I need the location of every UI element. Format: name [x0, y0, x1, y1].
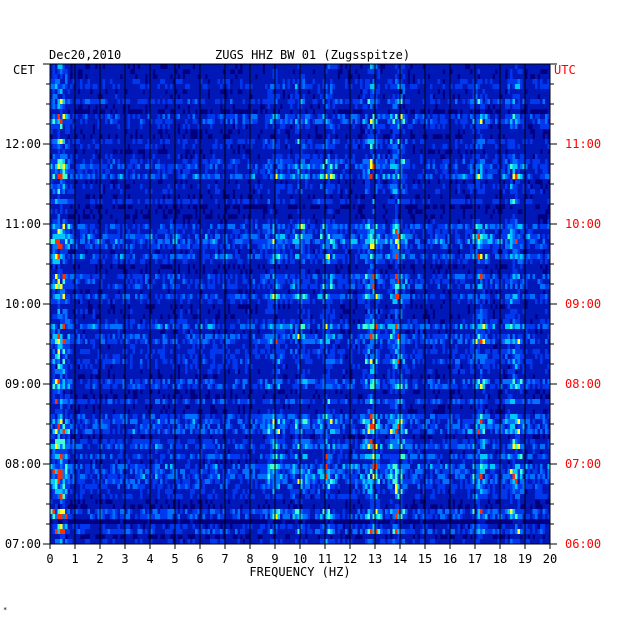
cet-axis-label: CET	[13, 63, 35, 77]
utc-time-label: 09:00	[565, 297, 601, 311]
x-tick-label: 6	[196, 552, 203, 566]
x-tick-label: 2	[96, 552, 103, 566]
x-tick-label: 4	[146, 552, 153, 566]
x-tick-label: 9	[271, 552, 278, 566]
x-tick-label: 16	[443, 552, 457, 566]
x-tick-label: 10	[293, 552, 307, 566]
x-tick-label: 1	[71, 552, 78, 566]
x-tick-label: 19	[518, 552, 532, 566]
utc-time-label: 06:00	[565, 537, 601, 551]
cet-time-label: 09:00	[5, 377, 41, 391]
x-tick-label: 11	[318, 552, 332, 566]
x-tick-label: 3	[121, 552, 128, 566]
cet-time-label: 12:00	[5, 137, 41, 151]
utc-time-label: 07:00	[565, 457, 601, 471]
x-tick-label: 14	[393, 552, 407, 566]
cet-time-label: 11:00	[5, 217, 41, 231]
x-tick-label: 17	[468, 552, 482, 566]
cet-time-label: 10:00	[5, 297, 41, 311]
utc-time-label: 11:00	[565, 137, 601, 151]
x-tick-label: 12	[343, 552, 357, 566]
x-tick-label: 18	[493, 552, 507, 566]
x-tick-label: 7	[221, 552, 228, 566]
x-tick-label: 5	[171, 552, 178, 566]
utc-time-label: 10:00	[565, 217, 601, 231]
utc-axis-label: UTC	[554, 63, 576, 77]
cet-time-label: 08:00	[5, 457, 41, 471]
utc-time-label: 08:00	[565, 377, 601, 391]
x-tick-label: 20	[543, 552, 557, 566]
x-tick-label: 8	[246, 552, 253, 566]
x-tick-label: 15	[418, 552, 432, 566]
cet-time-label: 07:00	[5, 537, 41, 551]
x-tick-label: 13	[368, 552, 382, 566]
x-tick-label: 0	[46, 552, 53, 566]
x-axis-label: FREQUENCY (HZ)	[249, 565, 350, 579]
